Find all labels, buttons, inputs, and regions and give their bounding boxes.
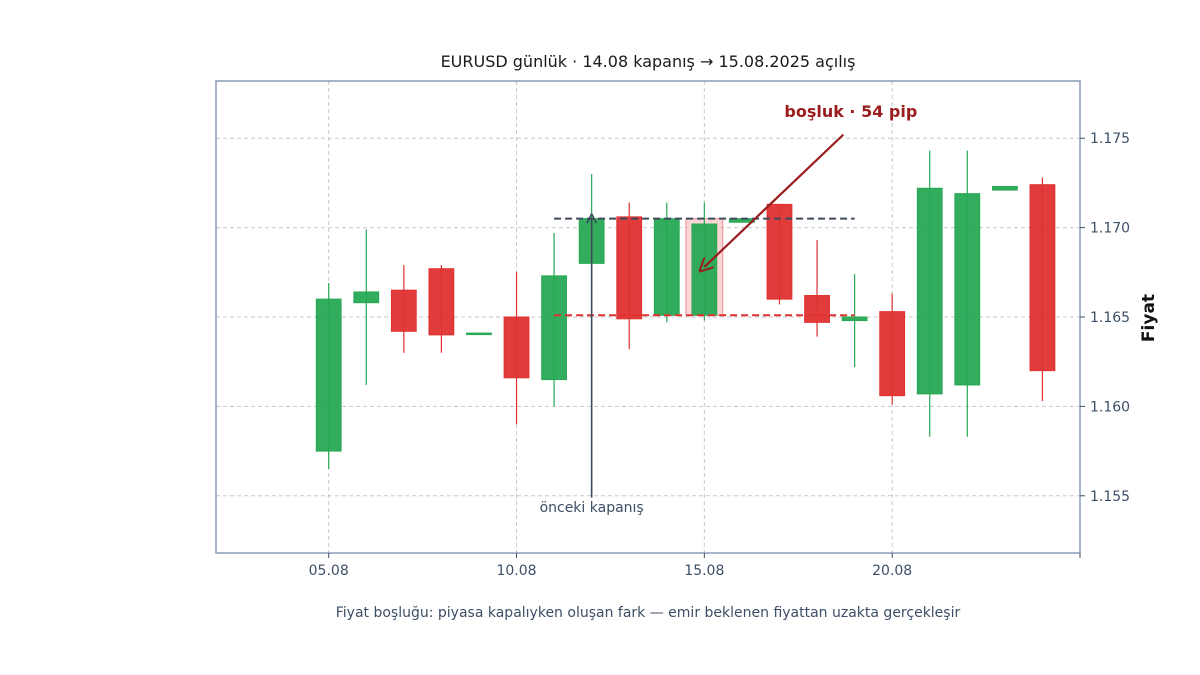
prev-close-annotation: önceki kapanış bbox=[540, 500, 644, 516]
candle-body bbox=[766, 203, 793, 300]
candle bbox=[916, 150, 943, 437]
reference-lines bbox=[554, 217, 855, 317]
candles bbox=[315, 150, 1056, 469]
candle-body bbox=[466, 332, 492, 336]
candle-body bbox=[841, 316, 868, 322]
candle-body bbox=[616, 216, 643, 320]
candle-body bbox=[916, 187, 943, 395]
candle bbox=[841, 274, 868, 368]
candle bbox=[954, 150, 981, 437]
candle-body bbox=[691, 223, 718, 316]
candle bbox=[879, 293, 906, 405]
candle-body bbox=[503, 316, 530, 379]
y-axis-label: Fiyat bbox=[1139, 294, 1159, 342]
candle bbox=[315, 283, 342, 469]
y-axis: 1.155 1.160 1.165 1.170 1.175 bbox=[1080, 131, 1130, 505]
chart-title: EURUSD günlük · 14.08 kapanış → 15.08.20… bbox=[441, 52, 856, 71]
candle bbox=[616, 202, 643, 350]
y-tick-label: 1.160 bbox=[1090, 399, 1130, 415]
candle-body bbox=[879, 311, 906, 397]
candle-body bbox=[428, 268, 455, 336]
candle-body bbox=[954, 193, 981, 386]
gap-annotation: boşluk · 54 pip bbox=[784, 102, 917, 121]
candle-body bbox=[991, 185, 1018, 191]
candle bbox=[804, 240, 830, 337]
x-tick-label: 15.08 bbox=[684, 563, 724, 579]
candle bbox=[1029, 177, 1056, 402]
candle-body bbox=[1029, 184, 1056, 372]
grid bbox=[216, 81, 1081, 553]
candle-body bbox=[804, 295, 830, 323]
gap-arrow bbox=[704, 133, 845, 267]
y-tick-label: 1.155 bbox=[1090, 489, 1130, 505]
candle bbox=[428, 265, 455, 353]
x-tick-label: 20.08 bbox=[872, 563, 912, 579]
candle-body bbox=[353, 291, 380, 304]
candle-body bbox=[315, 298, 342, 452]
candle bbox=[653, 202, 680, 323]
candle bbox=[390, 265, 417, 353]
y-tick-label: 1.175 bbox=[1090, 131, 1130, 147]
candle bbox=[466, 332, 492, 336]
candle-body bbox=[390, 289, 417, 332]
candle-body bbox=[541, 275, 567, 381]
annotations: boşluk · 54 pip önceki kapanış bbox=[540, 102, 918, 516]
candle bbox=[503, 272, 530, 425]
chart-caption: Fiyat boşluğu: piyasa kapalıyken oluşan … bbox=[336, 605, 961, 621]
candle-body bbox=[653, 218, 680, 316]
candle bbox=[353, 229, 380, 385]
x-tick-label: 05.08 bbox=[309, 563, 349, 579]
x-axis: 05.08 10.08 15.08 20.08 bbox=[309, 553, 1081, 579]
candle bbox=[766, 203, 793, 305]
candle bbox=[541, 232, 567, 407]
x-tick-label: 10.08 bbox=[496, 563, 536, 579]
y-tick-label: 1.165 bbox=[1090, 310, 1130, 326]
y-tick-label: 1.170 bbox=[1090, 221, 1130, 237]
candle bbox=[991, 185, 1018, 191]
